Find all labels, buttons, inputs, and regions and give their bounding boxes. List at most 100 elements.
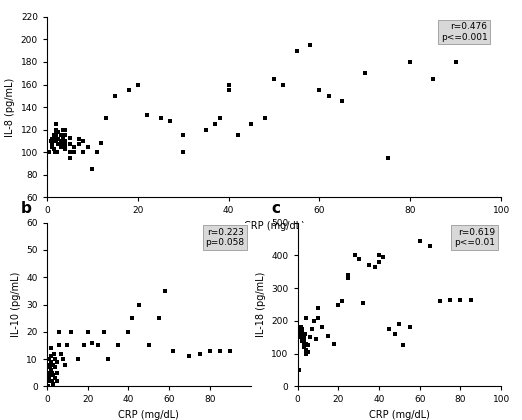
Point <box>97 140 105 147</box>
Point <box>300 334 308 341</box>
Point <box>63 342 72 349</box>
Point <box>58 126 67 133</box>
Point <box>59 356 67 362</box>
Point <box>302 314 310 321</box>
Point <box>300 341 308 347</box>
Point <box>145 342 153 349</box>
Point <box>395 321 404 328</box>
Point <box>306 42 315 48</box>
Point <box>299 336 307 342</box>
X-axis label: CRP (mg/dL): CRP (mg/dL) <box>369 410 430 420</box>
Point <box>48 143 56 150</box>
Point <box>61 145 69 152</box>
Point <box>195 350 204 357</box>
Point <box>143 112 151 118</box>
Point <box>300 337 308 344</box>
Point <box>298 331 306 337</box>
Point <box>324 332 332 339</box>
Point <box>79 149 88 155</box>
Point <box>46 372 54 379</box>
Point <box>294 367 303 373</box>
Point <box>56 140 65 147</box>
Point <box>54 135 63 142</box>
Point <box>416 237 424 244</box>
Point <box>48 135 56 142</box>
Point <box>298 326 306 333</box>
Point <box>298 334 306 341</box>
Point <box>67 328 76 335</box>
X-axis label: CRP (mg/dL): CRP (mg/dL) <box>118 410 179 420</box>
Point <box>45 361 53 368</box>
Point <box>100 328 108 335</box>
Point <box>114 342 122 349</box>
Point <box>302 341 310 347</box>
Point <box>161 287 169 294</box>
Point <box>298 327 306 334</box>
Point <box>361 70 369 76</box>
Point <box>61 361 69 368</box>
Point <box>44 383 52 390</box>
Point <box>324 92 333 99</box>
Point <box>301 331 309 337</box>
Point <box>48 378 56 384</box>
Point <box>53 370 62 376</box>
Point <box>211 121 219 127</box>
Point <box>65 141 74 148</box>
Point <box>298 332 306 339</box>
Point <box>157 115 165 122</box>
Point <box>50 132 58 139</box>
Point <box>48 370 56 376</box>
Point <box>51 149 60 155</box>
Point <box>124 328 133 335</box>
Text: c: c <box>271 201 280 216</box>
Point <box>79 342 88 349</box>
Point <box>379 254 387 260</box>
Point <box>102 115 110 122</box>
Point <box>65 149 74 155</box>
Point <box>52 131 60 137</box>
Point <box>300 344 308 350</box>
Point <box>247 121 256 127</box>
Point <box>296 326 304 333</box>
Point <box>46 364 54 371</box>
Point <box>55 328 63 335</box>
Point <box>88 166 97 173</box>
Point <box>93 149 101 155</box>
Point <box>295 334 303 341</box>
Point <box>73 356 81 362</box>
Point <box>75 141 83 148</box>
Point <box>279 81 287 88</box>
Text: r=0.223
p=0.058: r=0.223 p=0.058 <box>205 228 244 247</box>
Point <box>185 353 194 360</box>
Point <box>436 298 444 304</box>
Point <box>128 315 137 322</box>
Point <box>48 141 56 148</box>
Point <box>53 378 62 384</box>
Point <box>56 132 65 139</box>
Point <box>375 259 383 265</box>
Point <box>51 375 60 381</box>
Point <box>375 252 383 259</box>
Point <box>49 361 57 368</box>
Point <box>125 87 133 94</box>
Point <box>61 132 69 139</box>
Y-axis label: IL-10 (pg/mL): IL-10 (pg/mL) <box>11 272 21 337</box>
Point <box>53 358 62 365</box>
Point <box>52 121 60 127</box>
Point <box>50 145 58 152</box>
Point <box>344 275 352 282</box>
Point <box>51 364 60 371</box>
Point <box>104 356 112 362</box>
Point <box>296 332 305 339</box>
Point <box>52 126 60 133</box>
Point <box>226 347 234 354</box>
Point <box>84 143 92 150</box>
Point <box>425 242 434 249</box>
Point <box>429 76 437 82</box>
Point <box>70 143 78 150</box>
Point <box>52 134 60 141</box>
Point <box>405 324 413 331</box>
Point <box>206 347 214 354</box>
Point <box>295 329 304 336</box>
Point <box>261 115 269 122</box>
